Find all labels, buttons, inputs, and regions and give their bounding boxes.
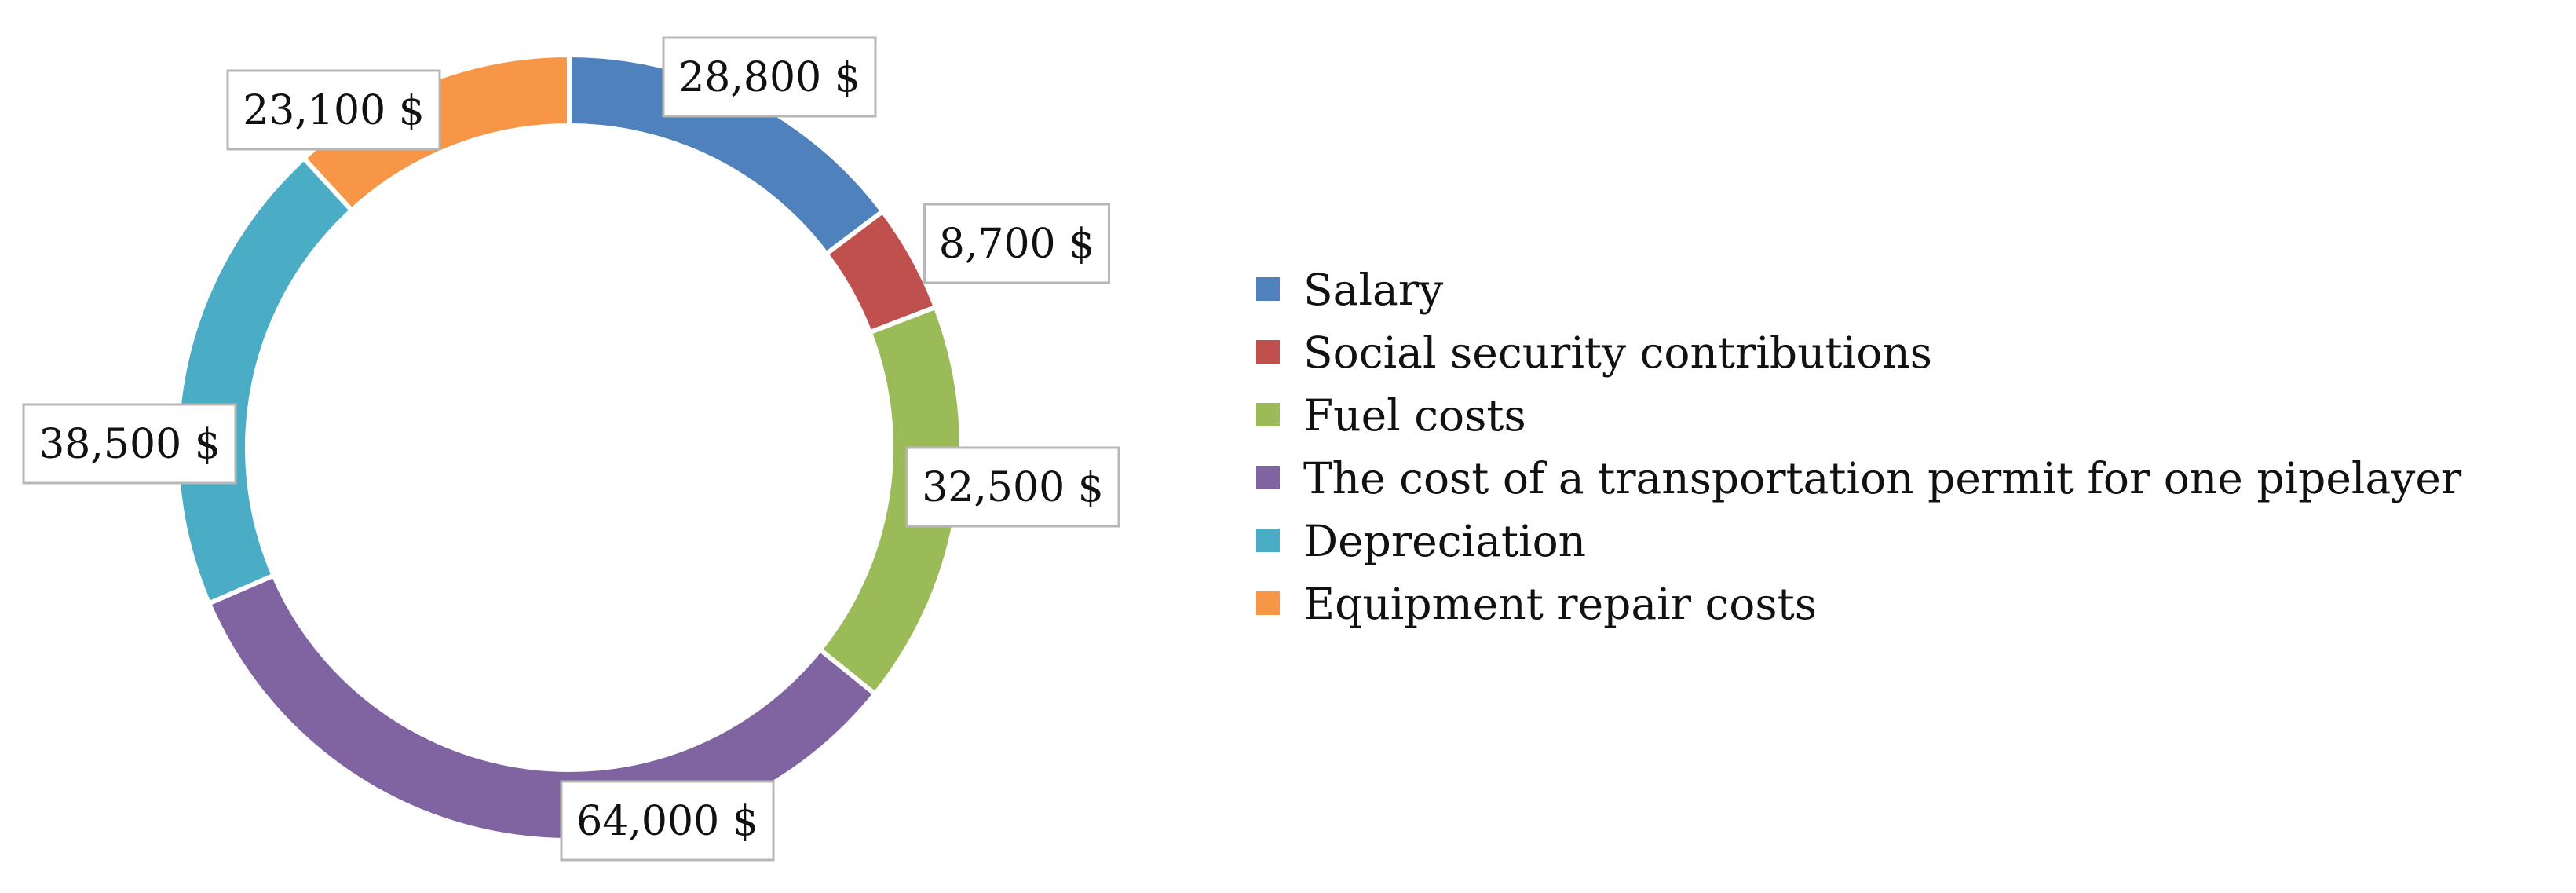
legend-label: The cost of a transportation permit for … [1303,453,2462,503]
data-label-text: 23,100 $ [243,87,425,134]
legend-label: Social security contributions [1303,328,1932,378]
data-label-text: 64,000 $ [576,798,758,845]
data-label-6: 23,100 $ [226,69,441,151]
data-label-box [226,69,441,151]
legend-label: Equipment repair costs [1303,579,1817,629]
data-labels: 28,800 $ 8,700 $ 32,500 $ 64,000 $ 38,500 $ 2… [22,36,1120,862]
legend-item-2: Social security contributions [1256,328,1932,378]
data-label-4: 64,000 $ [560,780,775,862]
legend-label: Salary [1303,265,1443,315]
legend-item-5: Depreciation [1256,516,1586,566]
legend-item-6: Equipment repair costs [1256,579,1817,629]
data-label-text: 8,700 $ [939,221,1094,268]
legend-swatch [1256,591,1280,615]
data-label-2: 8,700 $ [923,203,1110,284]
data-label-1: 28,800 $ [662,36,877,118]
data-label-box [560,780,775,862]
data-label-text: 32,500 $ [922,464,1104,511]
legend-item-1: Salary [1256,265,1443,315]
donut-slice-4 [206,572,879,843]
data-label-box [923,203,1110,284]
legend-swatch [1256,403,1280,426]
data-label-3: 32,500 $ [905,446,1120,528]
legend-swatch [1256,529,1280,552]
legend-swatch [1256,277,1280,301]
legend-item-3: Fuel costs [1256,390,1526,441]
legend-swatch [1256,340,1280,364]
legend: Salary Social security contributions Fuel … [1256,265,2462,629]
data-label-box [905,446,1120,528]
data-label-5: 38,500 $ [22,403,237,485]
data-label-box [662,36,877,118]
data-label-text: 38,500 $ [38,421,221,468]
legend-label: Depreciation [1303,516,1586,566]
donut-slices [174,52,964,843]
legend-swatch [1256,466,1280,489]
legend-label: Fuel costs [1303,390,1526,441]
data-label-text: 28,800 $ [678,54,860,101]
legend-item-4: The cost of a transportation permit for … [1256,453,2462,503]
data-label-box [22,403,237,485]
donut-slice-5 [174,155,356,607]
